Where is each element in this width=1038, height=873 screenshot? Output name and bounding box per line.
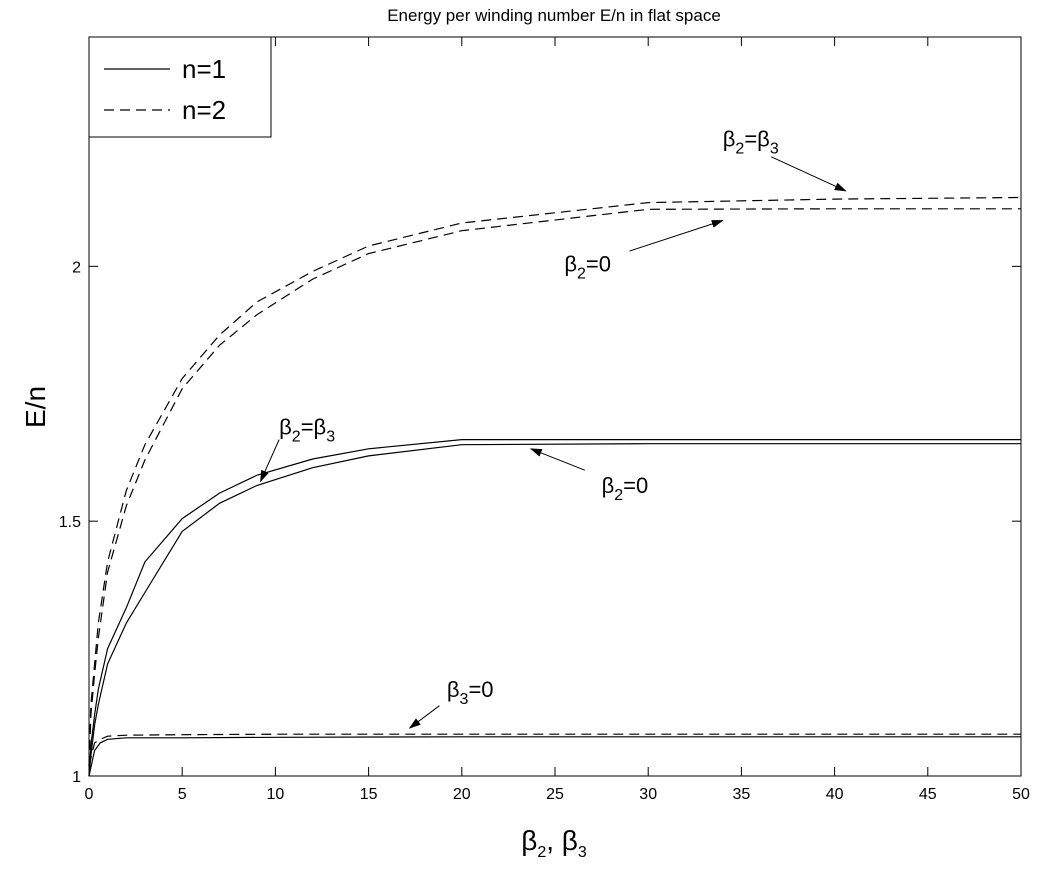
series-line-n2 [88,733,1021,766]
label-part: =0 [468,677,493,702]
x-tick-label: 25 [546,786,564,803]
label-part: 2 [577,265,586,282]
annotation-arrow [408,705,440,729]
annotation-label: β2=0 [564,251,611,282]
label-part: β [279,415,292,440]
annotation-label: β2=β3 [723,127,779,158]
annotation-label: β2=β3 [279,415,335,446]
series-line-n1 [88,439,1021,777]
annotation-arrow [529,448,586,471]
label-part: =β [744,127,770,152]
label-part: 2 [537,844,546,861]
label-part: β [447,677,460,702]
x-tick-label: 35 [733,786,751,803]
label-part: 3 [326,429,335,446]
x-tick-label: 5 [178,786,187,803]
label-part: β [602,473,615,498]
label-part: β [564,251,577,276]
legend-label-n1: n=1 [182,54,226,84]
series-line-n1 [88,736,1021,777]
series-line-n1 [88,443,1021,777]
x-tick-label: 50 [1012,786,1030,803]
x-tick-label: 40 [826,786,844,803]
x-tick-label: 30 [639,786,657,803]
label-part: 2 [614,487,623,504]
annotation-label: β2=0 [602,473,649,504]
label-part: , β [546,825,578,856]
series-line-n2 [88,208,1021,766]
y-tick-label: 1 [72,769,81,786]
x-tick-label: 15 [360,786,378,803]
y-tick-label: 2 [72,259,81,276]
label-part: β [723,127,736,152]
label-part: 3 [460,691,469,708]
label-part: 2 [292,429,301,446]
annotation-arrow [771,156,847,192]
x-tick-label: 45 [919,786,937,803]
legend: n=1 n=2 [88,36,272,138]
label-part: 3 [578,844,587,861]
y-axis-label: E/n [20,386,51,428]
x-axis-label: β2, β3 [521,825,587,861]
axis-ticks: 0 5 10 15 20 25 30 35 40 45 50 1 1.5 2 [59,37,1030,803]
x-tick-label: 0 [85,786,94,803]
label-part: =β [301,415,327,440]
series-line-n2 [88,196,1022,766]
y-tick-label: 1.5 [59,514,81,531]
label-part: 2 [735,141,744,158]
annotation-arrow [629,220,724,252]
plot-area [88,36,1022,777]
legend-box [88,36,272,138]
legend-label-n2: n=2 [182,95,226,125]
label-part: =0 [586,251,611,276]
label-part: 3 [770,141,779,158]
x-tick-label: 20 [453,786,471,803]
annotation-label: β3=0 [447,677,494,708]
annotation-arrow [260,439,280,483]
label-part: β [521,825,537,856]
x-tick-label: 10 [267,786,285,803]
label-part: =0 [623,473,648,498]
series-layer [88,196,1022,777]
chart-title: Energy per winding number E/n in flat sp… [387,6,721,25]
